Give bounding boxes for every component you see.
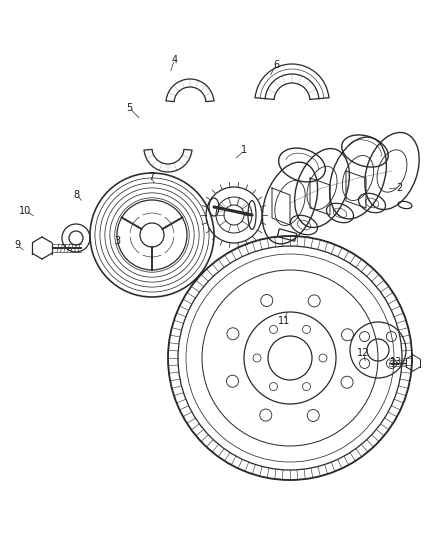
Text: 2: 2	[396, 183, 403, 192]
Text: 12: 12	[357, 348, 370, 358]
Text: 11: 11	[278, 316, 290, 326]
Text: 9: 9	[14, 240, 21, 250]
Text: 4: 4	[171, 55, 177, 64]
Text: 7: 7	[148, 172, 154, 182]
Text: 6: 6	[273, 60, 279, 70]
Text: 13: 13	[390, 358, 403, 367]
Text: 10: 10	[19, 206, 32, 215]
Text: 8: 8	[74, 190, 80, 199]
Text: 3: 3	[114, 236, 120, 246]
Text: 1: 1	[241, 146, 247, 155]
Text: 5: 5	[126, 103, 132, 112]
